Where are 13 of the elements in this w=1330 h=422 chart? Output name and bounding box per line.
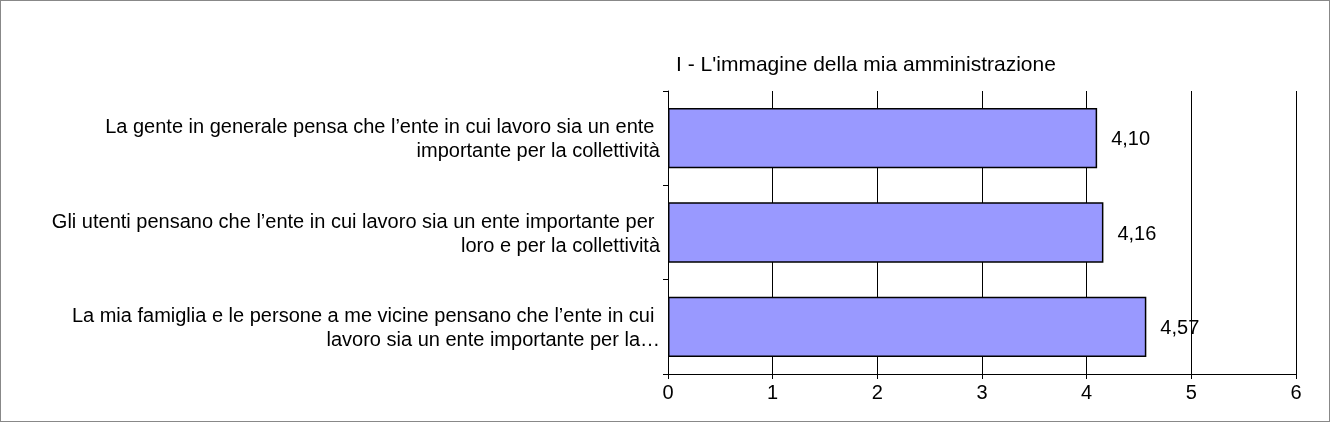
x-tick-label: 2 — [871, 381, 883, 403]
x-tick-label: 4 — [1081, 381, 1093, 403]
y-tick-label: La mia famiglia e le persone a me vicine pensano che l’ente in cui lavoro sia un ente importante per la… — [71, 303, 660, 350]
data-label: 4,10 — [1111, 127, 1151, 150]
x-tick-label: 5 — [1185, 381, 1197, 403]
data-label: 4,16 — [1117, 221, 1157, 244]
chart-title: I - L'immagine della mia amministrazione — [676, 52, 1056, 75]
x-tick-label: 3 — [976, 381, 988, 403]
y-tick-label: Gli utenti pensano che l’ente in cui lavoro sia un ente importante per loro e per la collettività — [51, 209, 661, 256]
y-tick-label: La gente in generale pensa che l’ente in cui lavoro sia un ente importante per la collettività — [105, 115, 661, 162]
x-tick-label: 6 — [1290, 381, 1302, 403]
x-tick-label: 0 — [662, 381, 674, 403]
x-tick-label: 1 — [767, 381, 779, 403]
